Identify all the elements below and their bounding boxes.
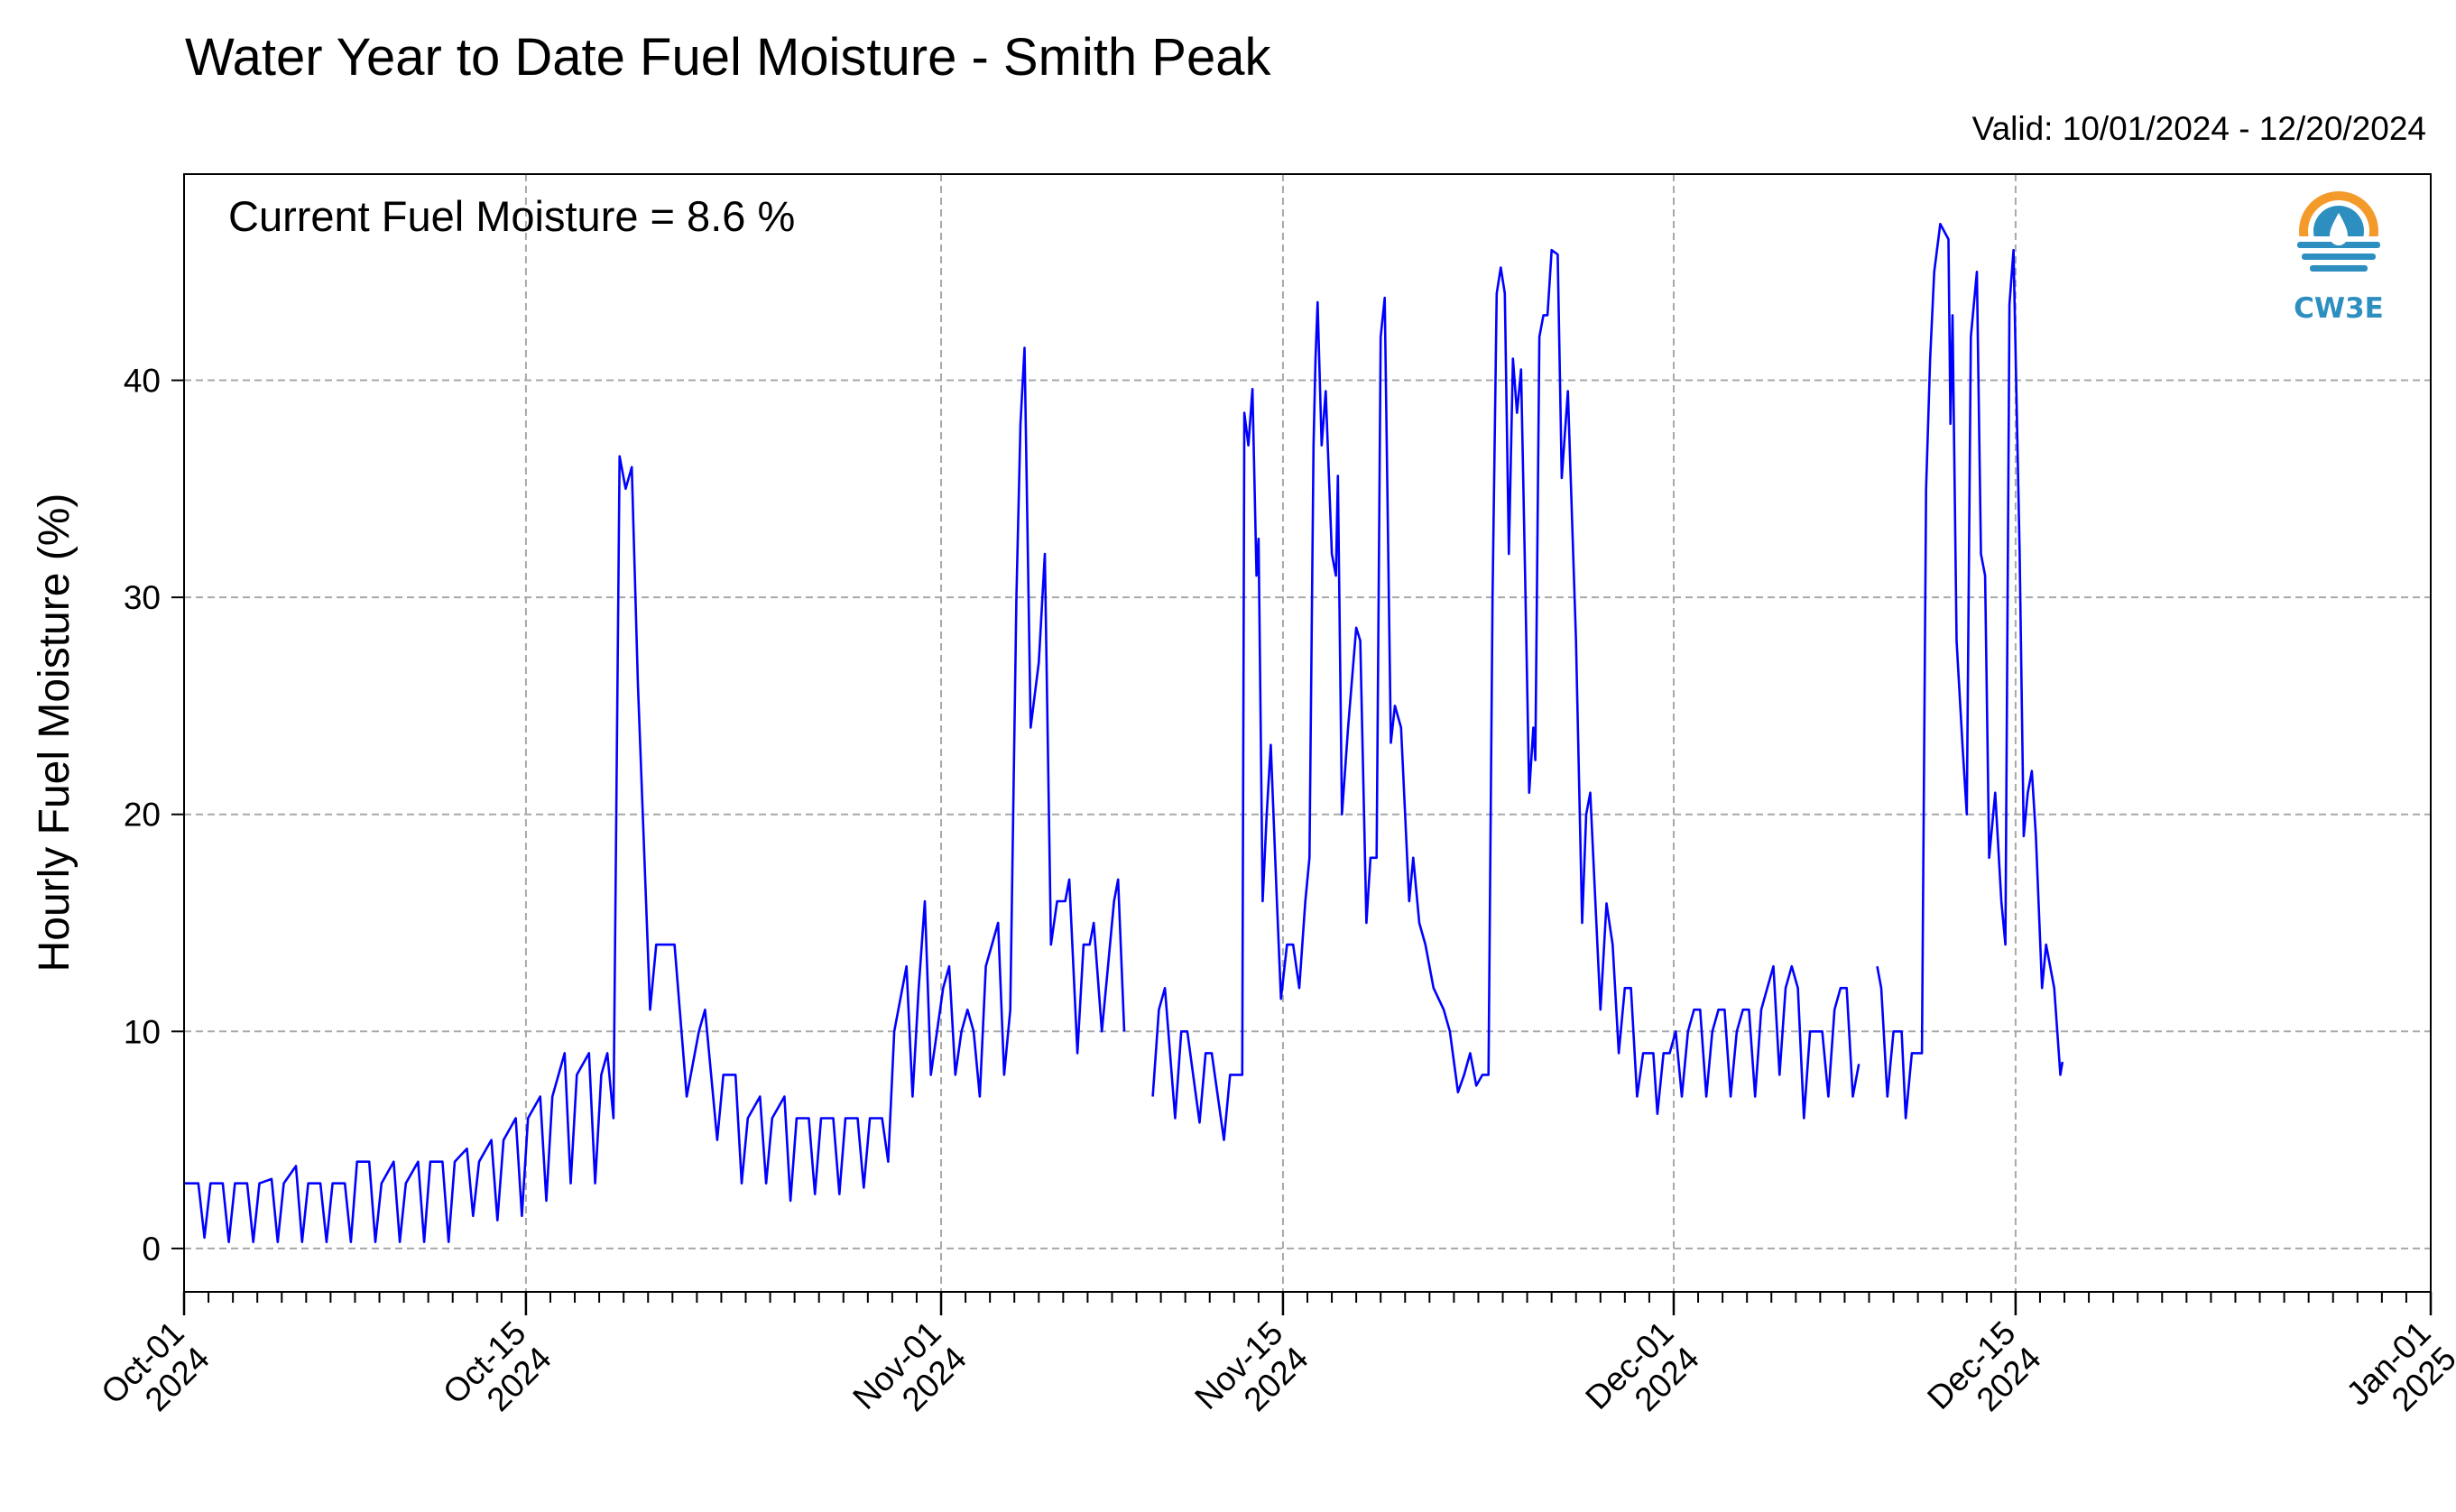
x-tick-label: Oct-152024	[436, 1314, 559, 1437]
y-tick-label: 0	[142, 1231, 161, 1268]
fuel-moisture-line	[1876, 223, 2064, 1120]
cw3e-logo: CW3E	[2292, 191, 2386, 325]
x-tick-label: Nov-152024	[1187, 1314, 1316, 1443]
gridlines	[183, 174, 2432, 1292]
y-tick-label: 30	[124, 579, 161, 616]
x-tick-label: Jan-012025	[2340, 1314, 2456, 1438]
y-tick-label: 40	[124, 363, 161, 400]
axis-ticks: 0 10 20 30 40 Oct-012024 Oct-152024 Nov-012024 N…	[94, 363, 2456, 1443]
current-fuel-moisture-annotation: Current Fuel Moisture = 8.6 %	[228, 192, 795, 240]
y-tick-label: 20	[124, 797, 161, 834]
x-tick-label: Oct-012024	[94, 1314, 217, 1437]
y-tick-label: 10	[124, 1013, 161, 1050]
data-series	[184, 223, 2064, 1243]
logo-text: CW3E	[2294, 292, 2384, 325]
fuel-moisture-line	[1151, 248, 1860, 1141]
y-axis-label: Hourly Fuel Moisture (%)	[31, 493, 78, 973]
plot-frame	[183, 173, 2432, 1293]
x-tick-label: Dec-152024	[1920, 1314, 2048, 1443]
fuel-moisture-line	[184, 346, 1126, 1243]
valid-date-range: Valid: 10/01/2024 - 12/20/2024	[1971, 110, 2426, 147]
x-tick-label: Dec-012024	[1578, 1314, 1706, 1443]
chart-title: Water Year to Date Fuel Moisture - Smith…	[185, 28, 1271, 87]
x-tick-label: Nov-012024	[845, 1314, 974, 1443]
